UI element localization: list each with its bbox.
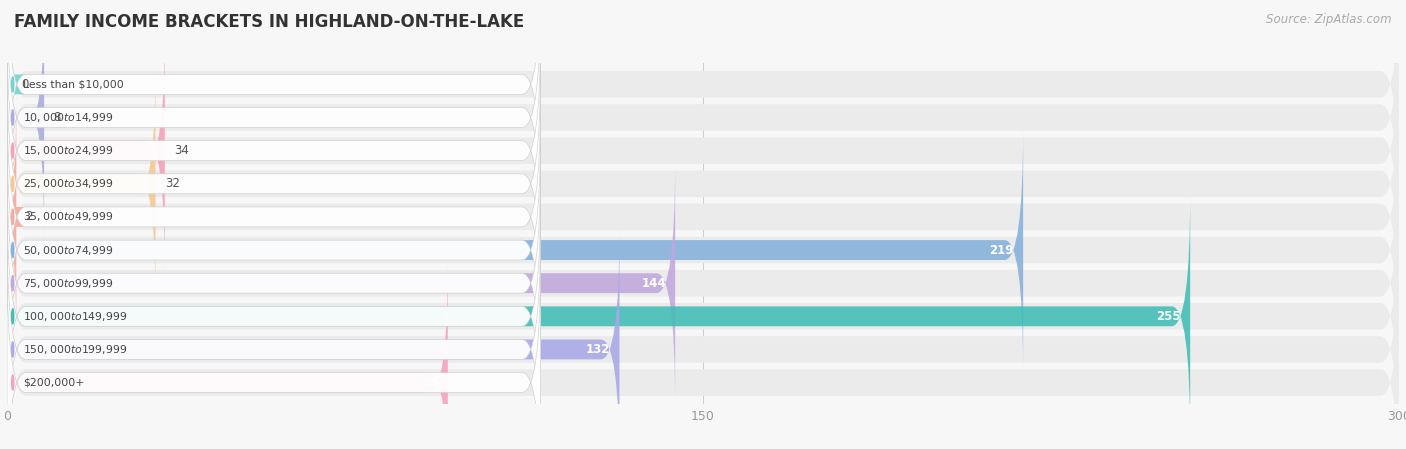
FancyBboxPatch shape — [7, 128, 540, 373]
FancyBboxPatch shape — [7, 28, 165, 273]
Text: $100,000 to $149,999: $100,000 to $149,999 — [22, 310, 128, 323]
Circle shape — [11, 209, 14, 224]
FancyBboxPatch shape — [7, 0, 1399, 237]
Text: $15,000 to $24,999: $15,000 to $24,999 — [22, 144, 114, 157]
Circle shape — [11, 143, 14, 158]
FancyBboxPatch shape — [7, 65, 1399, 303]
Text: 219: 219 — [990, 243, 1014, 256]
Circle shape — [11, 110, 14, 125]
Text: 34: 34 — [174, 144, 188, 157]
FancyBboxPatch shape — [7, 227, 620, 449]
FancyBboxPatch shape — [0, 0, 25, 207]
FancyBboxPatch shape — [7, 260, 447, 449]
Text: $35,000 to $49,999: $35,000 to $49,999 — [22, 211, 114, 224]
Text: FAMILY INCOME BRACKETS IN HIGHLAND-ON-THE-LAKE: FAMILY INCOME BRACKETS IN HIGHLAND-ON-TH… — [14, 13, 524, 31]
FancyBboxPatch shape — [7, 164, 1399, 402]
Text: 8: 8 — [53, 111, 60, 124]
FancyBboxPatch shape — [7, 230, 1399, 449]
FancyBboxPatch shape — [7, 28, 540, 273]
FancyBboxPatch shape — [7, 194, 540, 439]
FancyBboxPatch shape — [7, 94, 540, 339]
Text: $50,000 to $74,999: $50,000 to $74,999 — [22, 243, 114, 256]
Circle shape — [11, 276, 14, 291]
FancyBboxPatch shape — [7, 0, 44, 240]
Text: 0: 0 — [21, 78, 28, 91]
FancyBboxPatch shape — [7, 97, 1399, 336]
FancyBboxPatch shape — [7, 0, 1399, 204]
Circle shape — [11, 309, 14, 324]
FancyBboxPatch shape — [7, 0, 540, 207]
Circle shape — [11, 176, 14, 191]
Text: 2: 2 — [25, 211, 34, 224]
Text: $75,000 to $99,999: $75,000 to $99,999 — [22, 277, 114, 290]
Circle shape — [11, 375, 14, 390]
Text: $200,000+: $200,000+ — [22, 378, 84, 387]
FancyBboxPatch shape — [7, 128, 1024, 373]
Circle shape — [11, 342, 14, 357]
Text: 144: 144 — [641, 277, 666, 290]
Text: 95: 95 — [422, 376, 439, 389]
Circle shape — [11, 242, 14, 258]
FancyBboxPatch shape — [7, 197, 1399, 436]
FancyBboxPatch shape — [7, 0, 540, 240]
Text: $25,000 to $34,999: $25,000 to $34,999 — [22, 177, 114, 190]
Text: 32: 32 — [165, 177, 180, 190]
FancyBboxPatch shape — [7, 263, 1399, 449]
Text: 255: 255 — [1156, 310, 1181, 323]
Circle shape — [11, 77, 14, 92]
FancyBboxPatch shape — [0, 94, 25, 339]
FancyBboxPatch shape — [7, 161, 540, 406]
Text: Less than $10,000: Less than $10,000 — [22, 79, 124, 89]
FancyBboxPatch shape — [7, 194, 1191, 439]
FancyBboxPatch shape — [7, 31, 1399, 270]
Text: Source: ZipAtlas.com: Source: ZipAtlas.com — [1267, 13, 1392, 26]
FancyBboxPatch shape — [7, 227, 540, 449]
FancyBboxPatch shape — [7, 161, 675, 406]
Text: $150,000 to $199,999: $150,000 to $199,999 — [22, 343, 128, 356]
Text: $10,000 to $14,999: $10,000 to $14,999 — [22, 111, 114, 124]
FancyBboxPatch shape — [7, 61, 540, 306]
FancyBboxPatch shape — [7, 260, 540, 449]
FancyBboxPatch shape — [7, 131, 1399, 370]
FancyBboxPatch shape — [7, 61, 156, 306]
Text: 132: 132 — [586, 343, 610, 356]
